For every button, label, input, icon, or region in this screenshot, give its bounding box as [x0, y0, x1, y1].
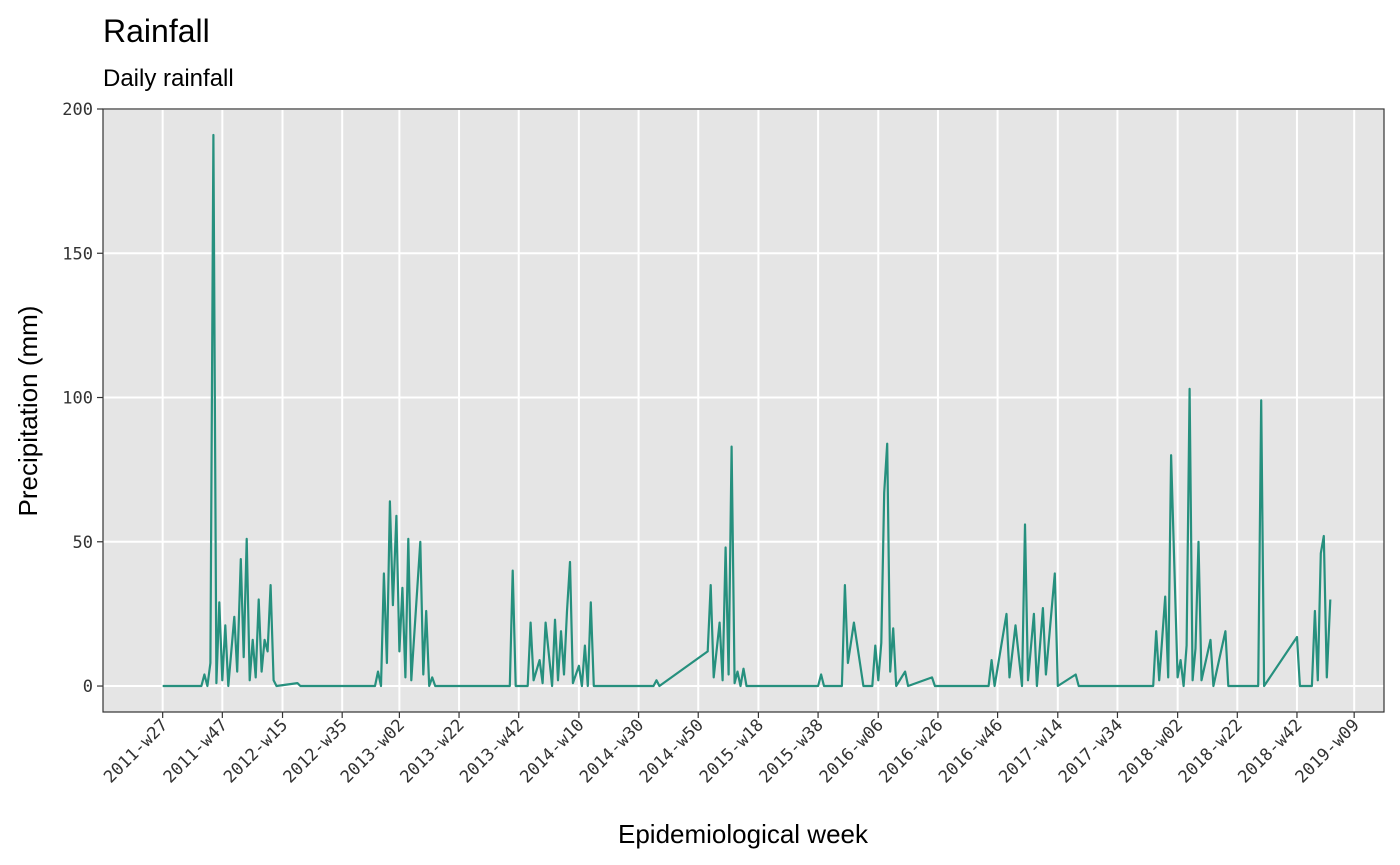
x-tick-label: 2018-w02 [1115, 715, 1187, 787]
chart-title: Rainfall [103, 13, 210, 49]
x-tick-label: 2015-w38 [756, 715, 828, 787]
x-tick-label: 2014-w10 [516, 715, 588, 787]
x-tick-label: 2017-w34 [1055, 715, 1127, 787]
y-tick-label: 200 [62, 100, 93, 120]
x-tick-label: 2018-w22 [1175, 715, 1247, 787]
y-axis-label: Precipitation (mm) [13, 306, 43, 517]
y-tick-label: 0 [83, 677, 93, 697]
y-tick-label: 150 [62, 244, 93, 264]
x-tick-label: 2016-w46 [935, 715, 1007, 787]
x-tick-label: 2015-w18 [696, 715, 768, 787]
x-tick-label: 2014-w30 [576, 715, 648, 787]
x-tick-label: 2016-w06 [816, 715, 888, 787]
x-tick-label: 2011-w47 [160, 715, 232, 787]
x-tick-label: 2011-w27 [100, 715, 172, 787]
y-tick-label: 100 [62, 389, 93, 409]
x-tick-label: 2016-w26 [875, 715, 947, 787]
x-tick-label: 2017-w14 [995, 715, 1067, 787]
panel [103, 109, 1384, 712]
x-tick-label: 2013-w42 [456, 715, 528, 787]
y-tick-label: 50 [73, 533, 93, 553]
panel-border [102, 108, 1385, 713]
x-tick-label: 2012-w15 [220, 715, 292, 787]
x-tick-label: 2013-w22 [397, 715, 469, 787]
x-tick-label: 2014-w50 [636, 715, 708, 787]
chart-subtitle: Daily rainfall [103, 65, 234, 92]
x-axis-label: Epidemiological week [618, 819, 869, 849]
rainfall-line [162, 133, 1332, 688]
